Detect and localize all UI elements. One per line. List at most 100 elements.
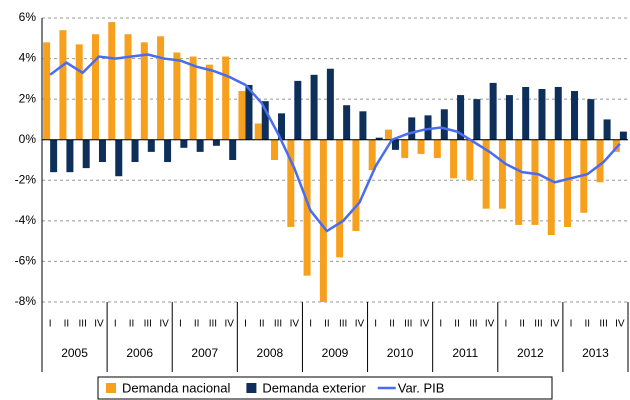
bar <box>164 139 172 163</box>
x-tick-label: I <box>570 319 573 330</box>
bar <box>91 34 99 140</box>
bar <box>368 139 376 171</box>
bar <box>115 139 123 177</box>
x-group-label: 2007 <box>191 346 218 360</box>
bar <box>157 36 165 140</box>
x-tick-label: III <box>599 319 607 330</box>
bar <box>238 91 246 140</box>
x-tick-label: II <box>324 319 330 330</box>
y-tick-label: 2% <box>19 91 37 105</box>
bar <box>547 139 555 236</box>
x-tick-label: II <box>519 319 525 330</box>
bar <box>433 139 441 158</box>
bar <box>245 84 253 140</box>
x-group-label: 2008 <box>257 346 284 360</box>
bar <box>554 86 562 140</box>
y-tick-label: 0% <box>19 132 37 146</box>
x-group-label: 2012 <box>517 346 544 360</box>
x-tick-label: III <box>209 319 217 330</box>
x-tick-label: III <box>274 319 282 330</box>
bar <box>212 139 220 146</box>
bar <box>287 139 295 227</box>
bar <box>131 139 139 163</box>
bar <box>417 139 425 154</box>
bar <box>98 139 106 163</box>
x-tick-label: II <box>129 319 135 330</box>
x-tick-label: III <box>144 319 152 330</box>
bar <box>294 80 302 140</box>
x-tick-label: I <box>244 319 247 330</box>
bar <box>303 139 311 276</box>
y-tick-label: -2% <box>15 172 37 186</box>
legend-label: Var. PIB <box>398 380 445 395</box>
x-tick-label: IV <box>485 319 495 330</box>
x-tick-label: IV <box>550 319 560 330</box>
bar <box>205 64 213 140</box>
legend-label: Demanda nacional <box>122 380 231 395</box>
bar <box>326 68 334 140</box>
x-tick-label: I <box>309 319 312 330</box>
x-group-label: 2009 <box>322 346 349 360</box>
x-tick-label: II <box>389 319 395 330</box>
bar <box>66 139 74 173</box>
bar <box>310 74 318 140</box>
bar <box>336 139 344 258</box>
bar <box>384 129 392 140</box>
x-tick-label: I <box>505 319 508 330</box>
bar <box>571 91 579 140</box>
y-tick-label: 6% <box>19 10 37 24</box>
x-tick-label: III <box>404 319 412 330</box>
bar <box>401 139 409 158</box>
x-tick-label: I <box>114 319 117 330</box>
bar <box>43 42 51 140</box>
x-tick-label: II <box>585 319 591 330</box>
bar <box>538 89 546 140</box>
bar <box>75 44 83 140</box>
x-tick-label: I <box>179 319 182 330</box>
bar <box>596 139 604 183</box>
bar <box>59 30 67 140</box>
x-tick-label: IV <box>420 319 430 330</box>
bar <box>531 139 539 225</box>
y-tick-label: -4% <box>15 213 37 227</box>
bar <box>229 139 237 160</box>
x-tick-label: IV <box>94 319 104 330</box>
bar <box>482 139 490 209</box>
bar <box>343 105 351 140</box>
bar <box>82 139 90 169</box>
x-group-label: 2005 <box>61 346 88 360</box>
bar <box>391 139 399 150</box>
bar <box>140 42 148 140</box>
bar <box>173 52 181 140</box>
x-group-label: 2006 <box>126 346 153 360</box>
x-tick-label: IV <box>355 319 365 330</box>
x-tick-label: III <box>79 319 87 330</box>
x-group-label: 2010 <box>387 346 414 360</box>
legend-label: Demanda exterior <box>262 380 366 395</box>
bar <box>359 111 367 140</box>
bar <box>352 139 360 231</box>
x-tick-label: III <box>339 319 347 330</box>
bar <box>612 139 620 152</box>
bar <box>180 139 188 148</box>
bar <box>222 56 230 140</box>
x-tick-label: III <box>469 319 477 330</box>
y-tick-label: -8% <box>15 294 37 308</box>
bar <box>375 137 383 140</box>
x-tick-label: IV <box>159 319 169 330</box>
bar <box>124 34 132 140</box>
bar <box>522 86 530 140</box>
x-group-label: 2011 <box>452 346 478 360</box>
bar <box>278 113 286 140</box>
bar <box>457 95 465 140</box>
bar <box>50 139 58 173</box>
legend-swatch <box>106 383 116 393</box>
x-tick-label: II <box>64 319 70 330</box>
bar <box>473 99 481 140</box>
bar <box>147 139 155 152</box>
bar <box>564 139 572 227</box>
bar <box>505 95 513 140</box>
bar <box>424 115 432 140</box>
